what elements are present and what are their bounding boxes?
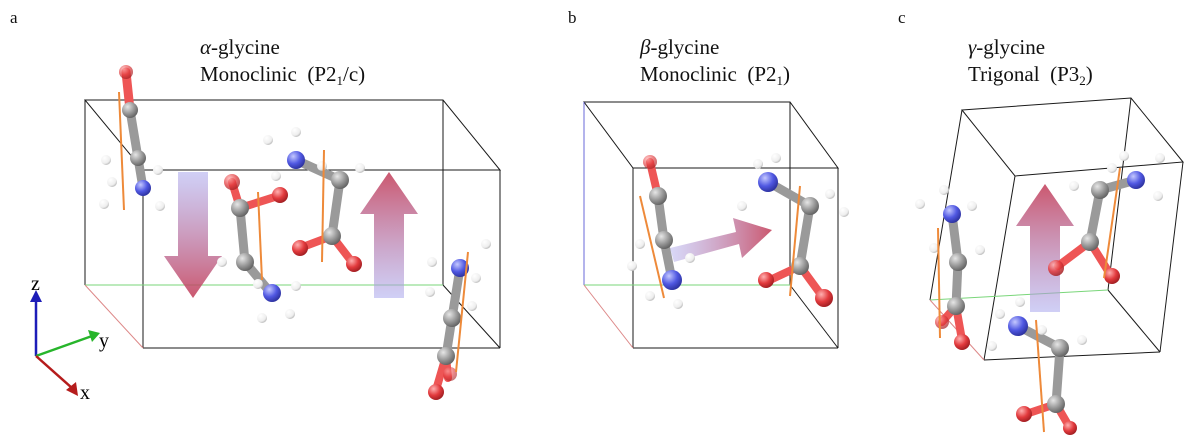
y-axis-arrow [35,334,93,358]
panel-a-glycine-molecule-4 [425,239,491,400]
panel-c-phase-name: γ-glycine [968,35,1046,59]
axis-triad: z y x [30,273,109,404]
x-axis-arrow [35,355,73,389]
panel-a-glycine-molecule-1 [99,65,165,211]
panel-b-glycine-molecule-1 [627,155,695,309]
panel-c-title: γ-glycine Trigonal (P32) [968,34,1093,88]
panel-a-letter: a [10,8,18,27]
panel-b-title: β-glycine Monoclinic (P21) [640,34,790,88]
x-axis-label: x [80,382,90,404]
panel-c-unit-cell [929,97,1184,361]
panel-c-glycine-molecule-3 [987,297,1087,435]
z-axis-arrowhead-icon [30,290,42,302]
panel-a-glycine-molecule-3 [263,127,365,272]
panel-c-crystal-system: Trigonal (P32) [968,62,1093,88]
panel-b-crystal-system: Monoclinic (P21) [640,62,791,88]
panel-b-unit-cell [583,101,839,349]
panel-a-phase-name: α-glycine [200,35,280,59]
panel-a-cell-axis-x [84,284,144,349]
panel-b-letter: b [568,8,577,27]
y-axis-arrowhead-icon [88,330,100,342]
panel-c-letter: c [898,8,906,27]
panel-b-phase-name: β-glycine [640,35,720,59]
panel-c-dipole-arrow [1016,184,1074,312]
z-axis-label: z [31,273,40,295]
y-axis-label: y [99,330,109,352]
panel-a-dipole-arrow-down [164,172,222,298]
panel-a-dipole-arrow-up [360,172,418,298]
panel-a-crystal-system: Monoclinic (P21/c) [200,62,366,88]
panel-b-glycine-molecule-2 [737,153,849,307]
panel-c-glycine-molecule-2 [1048,151,1165,284]
panel-b-dipole-arrow [670,218,772,262]
panel-c-glycine-molecule-1 [915,185,985,350]
panel-a-glycine-molecule-2 [217,174,301,323]
panel-a-unit-cell [83,99,502,349]
x-axis-arrowhead-icon [66,382,78,396]
panel-b-cell-axis-x [583,284,634,349]
panel-a-title: α-glycine Monoclinic (P21/c) [200,34,365,88]
